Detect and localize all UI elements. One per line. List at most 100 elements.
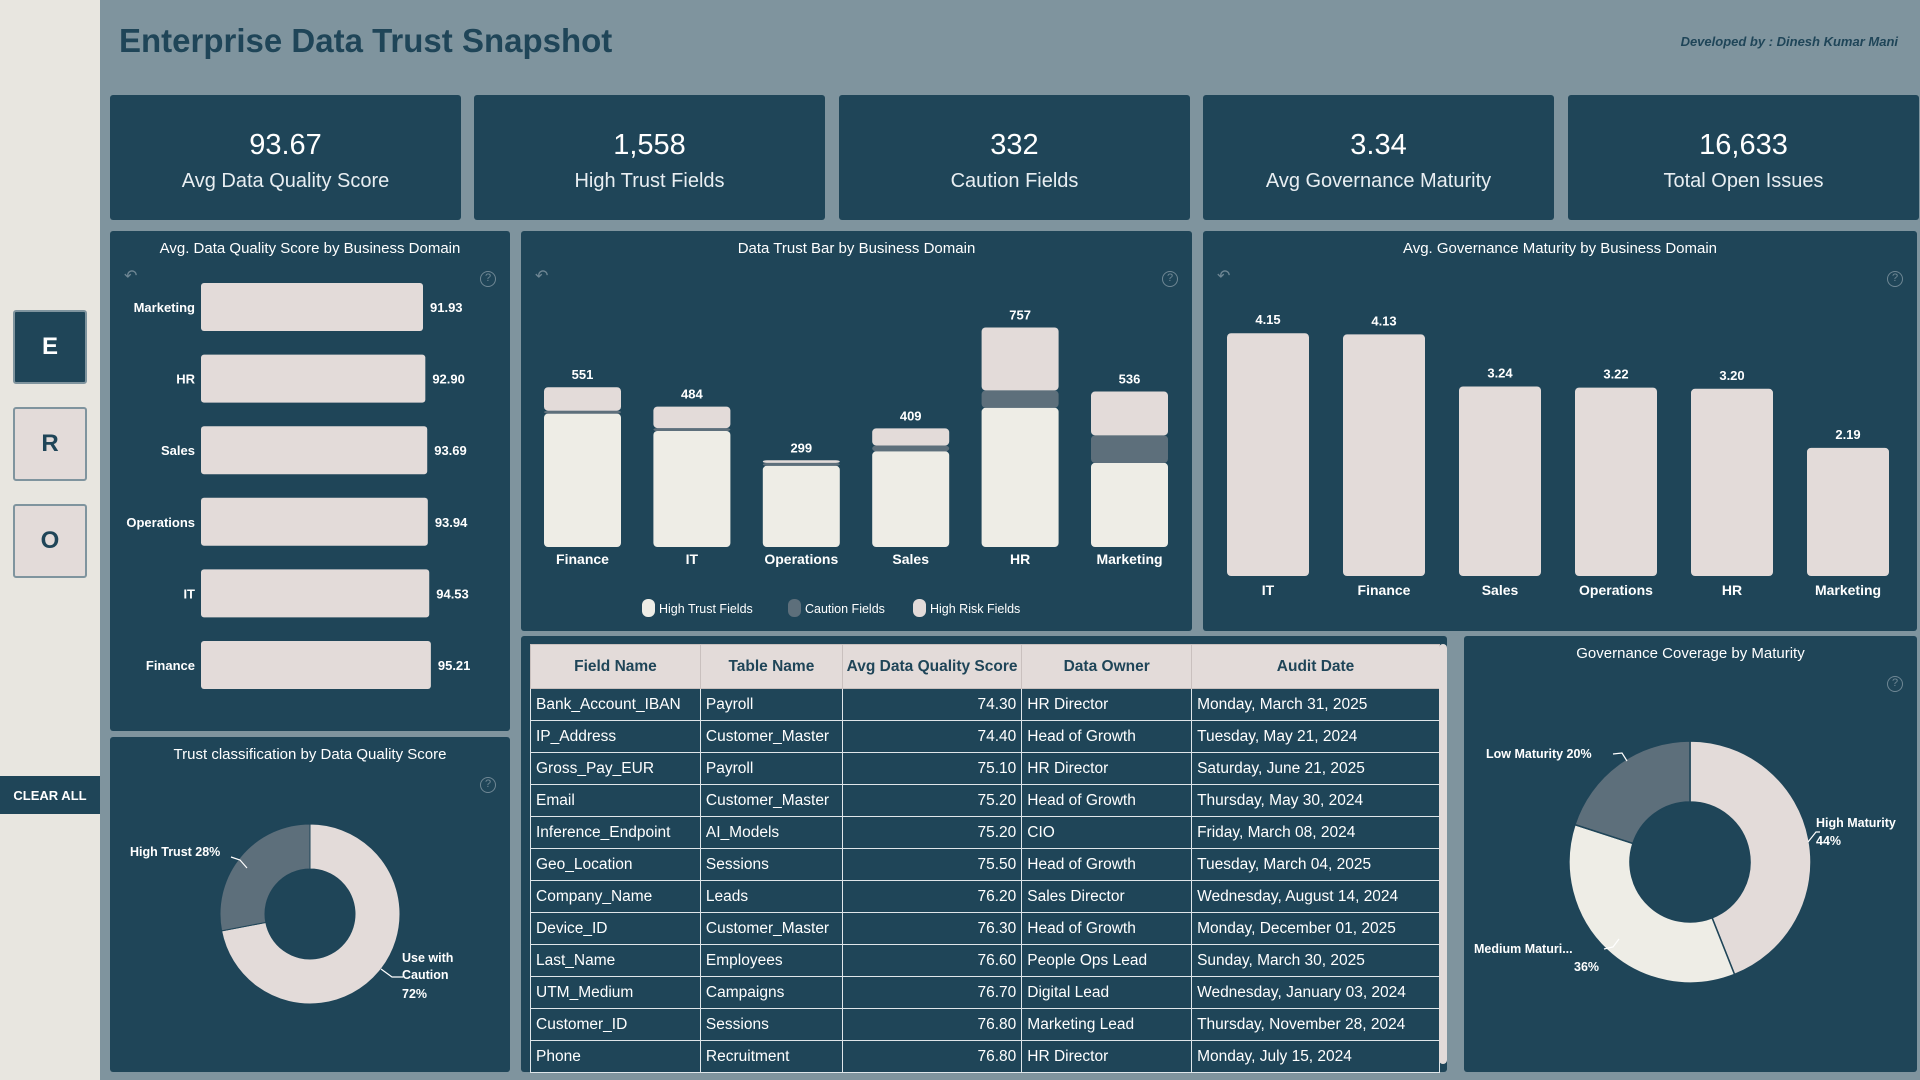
table-row[interactable]: Device_ID Customer_Master 76.30 Head of Gro… [530, 912, 1440, 945]
clear-all-button[interactable]: CLEAR ALL [0, 776, 100, 814]
category-label: Marketing [134, 300, 195, 315]
table-cell: Recruitment [699, 1040, 843, 1073]
table-cell: Head of Growth [1021, 784, 1193, 817]
bar-segment-high-trust-fields [762, 465, 840, 547]
data-label: 93.69 [434, 443, 467, 458]
category-label: Sales [1482, 582, 1519, 598]
kpi-value: 1,558 [613, 129, 686, 161]
table-cell: Geo_Location [530, 848, 701, 881]
table-cell: 76.80 [841, 1008, 1023, 1041]
table-cell: AI_Models [699, 816, 843, 849]
bar-segment-high-trust-fields [981, 407, 1059, 547]
table-cell: Thursday, November 28, 2024 [1191, 1008, 1440, 1041]
panel-gov-by-domain: Avg. Governance Maturity by Business Dom… [1203, 231, 1917, 631]
sidebar: E R O CLEAR ALL [0, 0, 100, 1080]
legend-swatch [913, 599, 926, 617]
table-cell: Digital Lead [1021, 976, 1193, 1009]
table-cell: Monday, December 01, 2025 [1191, 912, 1440, 945]
slice-label-high-maturity: High Maturity [1816, 816, 1896, 830]
slice-high-maturity [1689, 740, 1812, 976]
table-cell: Leads [699, 880, 843, 913]
table-row[interactable]: Geo_Location Sessions 75.50 Head of Growth T… [530, 848, 1440, 881]
table-row[interactable]: Last_Name Employees 76.60 People Ops Lead Su… [530, 944, 1440, 977]
back-arrow-icon[interactable]: ↶ [1217, 268, 1231, 285]
column-header-field-name[interactable]: Field Name [530, 644, 701, 689]
table-cell: Saturday, June 21, 2025 [1191, 752, 1440, 785]
nav-button-e[interactable]: E [13, 310, 87, 384]
table-row[interactable]: Customer_ID Sessions 76.80 Marketing Lead Th… [530, 1008, 1440, 1041]
back-arrow-icon[interactable]: ↶ [535, 268, 549, 285]
panel-title: Avg. Data Quality Score by Business Doma… [159, 240, 461, 257]
data-label: 757 [1009, 307, 1031, 322]
column-header-audit-date[interactable]: Audit Date [1191, 644, 1440, 689]
help-icon[interactable]: ? [1887, 271, 1903, 287]
bar-segment-caution-fields [653, 428, 731, 431]
legend-label: High Risk Fields [930, 602, 1020, 616]
column-header-avg-dq-score[interactable]: Avg Data Quality Score▲ [841, 644, 1171, 689]
bar-segment-high-risk-fields [544, 387, 621, 411]
data-label: 4.15 [1255, 312, 1280, 327]
table-cell: Payroll [699, 752, 843, 785]
table-cell: Customer_Master [699, 784, 843, 817]
legend-swatch [642, 599, 655, 617]
table-cell: Marketing Lead [1021, 1008, 1193, 1041]
trust-stacked-bar-chart: 551 Finance 484 IT 299 Operations 409 Sales 757 H… [544, 307, 1168, 617]
kpi-value: 332 [990, 129, 1039, 161]
table-cell: Email [530, 784, 701, 817]
nav-button-o[interactable]: O [13, 504, 87, 578]
panel-trust-class: Trust classification by Data Quality Sco… [110, 737, 510, 1072]
help-icon[interactable]: ? [1887, 676, 1903, 692]
leader-line [1807, 831, 1820, 843]
table-cell: Tuesday, March 04, 2025 [1191, 848, 1440, 881]
category-label: Operations [1579, 582, 1653, 598]
category-label: Marketing [1815, 582, 1881, 598]
table-row[interactable]: Email Customer_Master 75.20 Head of Growth T… [530, 784, 1440, 817]
data-label: 91.93 [430, 300, 463, 315]
table-row[interactable]: UTM_Medium Campaigns 76.70 Digital Lead Wedn… [530, 976, 1440, 1009]
gov-coverage-donut-chart: Low Maturity 20% High Maturity 44% Medium M… [1474, 740, 1896, 984]
bar-it [201, 569, 430, 618]
table-cell: 75.10 [841, 752, 1023, 785]
table-row[interactable]: Company_Name Leads 76.20 Sales Director Wedn… [530, 880, 1440, 913]
category-label: Finance [556, 551, 609, 567]
slice-label-caution-line2: Caution [402, 968, 449, 982]
back-arrow-icon[interactable]: ↶ [124, 268, 138, 285]
table-cell: Customer_Master [699, 912, 843, 945]
help-icon[interactable]: ? [480, 777, 496, 793]
column-header-table-name[interactable]: Table Name [699, 644, 843, 689]
table-cell: Wednesday, January 03, 2024 [1191, 976, 1440, 1009]
data-label: 4.13 [1371, 313, 1396, 328]
data-label: 94.53 [436, 586, 469, 601]
table-cell: People Ops Lead [1021, 944, 1193, 977]
table-row[interactable]: Bank_Account_IBAN Payroll 74.30 HR Director… [530, 688, 1440, 721]
kpi-card-caution: 332 Caution Fields [839, 95, 1190, 220]
leader-line [1612, 752, 1628, 762]
category-label: Operations [764, 551, 838, 567]
data-label: 3.22 [1603, 367, 1628, 382]
table-cell: 75.20 [841, 816, 1023, 849]
nav-button-r[interactable]: R [13, 407, 87, 481]
slice-label-caution-pct: 72% [402, 987, 427, 1001]
legend-label: High Trust Fields [659, 602, 753, 616]
kpi-card-high-trust: 1,558 High Trust Fields [474, 95, 825, 220]
table-row[interactable]: Phone Recruitment 76.80 HR Director Monday, … [530, 1040, 1440, 1073]
bar-finance [201, 641, 431, 689]
help-icon[interactable]: ? [1162, 271, 1178, 287]
data-label: 95.21 [438, 658, 471, 673]
table-row[interactable]: Inference_Endpoint AI_Models 75.20 CIO Frida… [530, 816, 1440, 849]
table-cell: Employees [699, 944, 843, 977]
table-cell: Monday, July 15, 2024 [1191, 1040, 1440, 1073]
kpi-card-open-issues: 16,633 Total Open Issues [1568, 95, 1919, 220]
help-icon[interactable]: ? [480, 271, 496, 287]
bar-segment-high-trust-fields [872, 451, 950, 547]
leader-line [380, 968, 403, 978]
table-row[interactable]: IP_Address Customer_Master 74.40 Head of Gr… [530, 720, 1440, 753]
kpi-value: 3.34 [1350, 129, 1407, 161]
table-row[interactable]: Gross_Pay_EUR Payroll 75.10 HR Director Satu… [530, 752, 1440, 785]
panel-title: Governance Coverage by Maturity [1576, 645, 1805, 662]
kpi-label: High Trust Fields [574, 170, 725, 192]
table-cell: Thursday, May 30, 2024 [1191, 784, 1440, 817]
table-scrollbar[interactable] [1439, 644, 1447, 1064]
column-header-data-owner[interactable]: Data Owner [1021, 644, 1193, 689]
slice-label-medium-maturity: Medium Maturi... [1474, 942, 1573, 956]
